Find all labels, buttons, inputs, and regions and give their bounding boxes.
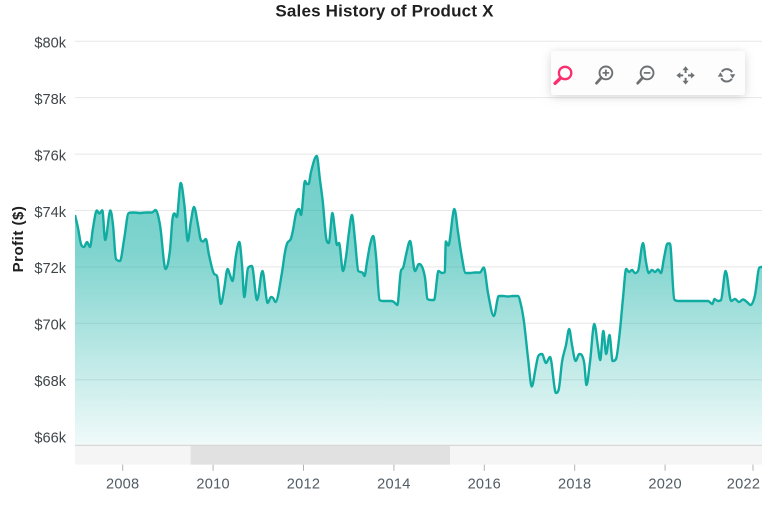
svg-text:Profit ($): Profit ($) bbox=[10, 206, 27, 273]
svg-text:$68k: $68k bbox=[34, 374, 66, 390]
svg-text:2008: 2008 bbox=[106, 476, 139, 492]
svg-text:2016: 2016 bbox=[468, 476, 501, 492]
svg-text:$76k: $76k bbox=[34, 148, 66, 164]
svg-text:$70k: $70k bbox=[34, 318, 66, 334]
svg-text:2020: 2020 bbox=[648, 476, 681, 492]
svg-text:$80k: $80k bbox=[34, 36, 66, 52]
svg-text:$78k: $78k bbox=[34, 92, 66, 108]
svg-text:$74k: $74k bbox=[34, 205, 66, 221]
svg-text:$72k: $72k bbox=[34, 261, 66, 277]
svg-text:2012: 2012 bbox=[287, 476, 320, 492]
svg-text:2018: 2018 bbox=[558, 476, 591, 492]
svg-text:$66k: $66k bbox=[34, 431, 66, 447]
svg-text:2010: 2010 bbox=[196, 476, 229, 492]
svg-text:2014: 2014 bbox=[377, 476, 410, 492]
svg-text:2022: 2022 bbox=[727, 476, 760, 492]
svg-text:Sales History of Product X: Sales History of Product X bbox=[275, 2, 494, 21]
